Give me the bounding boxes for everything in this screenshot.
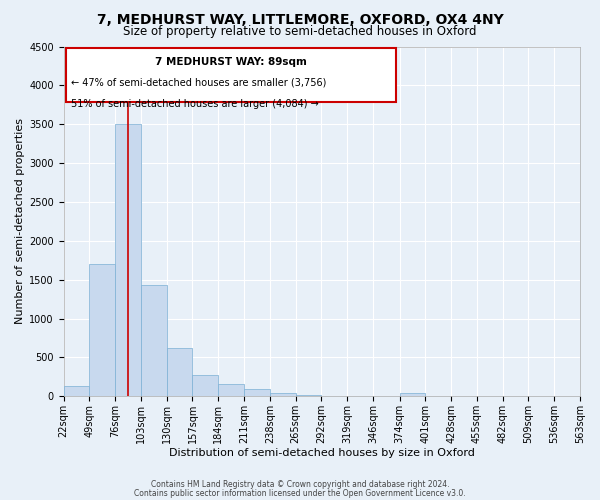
Bar <box>218 384 244 396</box>
Bar <box>167 348 193 397</box>
Text: ← 47% of semi-detached houses are smaller (3,756): ← 47% of semi-detached houses are smalle… <box>71 78 326 88</box>
Bar <box>244 389 270 396</box>
Bar <box>89 264 115 396</box>
Text: Contains public sector information licensed under the Open Government Licence v3: Contains public sector information licen… <box>134 488 466 498</box>
Text: Contains HM Land Registry data © Crown copyright and database right 2024.: Contains HM Land Registry data © Crown c… <box>151 480 449 489</box>
Bar <box>270 393 296 396</box>
Bar <box>115 124 141 396</box>
Text: 7, MEDHURST WAY, LITTLEMORE, OXFORD, OX4 4NY: 7, MEDHURST WAY, LITTLEMORE, OXFORD, OX4… <box>97 12 503 26</box>
Text: Size of property relative to semi-detached houses in Oxford: Size of property relative to semi-detach… <box>123 25 477 38</box>
Text: 7 MEDHURST WAY: 89sqm: 7 MEDHURST WAY: 89sqm <box>155 57 307 67</box>
Bar <box>141 285 167 397</box>
Text: 51% of semi-detached houses are larger (4,084) →: 51% of semi-detached houses are larger (… <box>71 99 319 109</box>
X-axis label: Distribution of semi-detached houses by size in Oxford: Distribution of semi-detached houses by … <box>169 448 475 458</box>
Y-axis label: Number of semi-detached properties: Number of semi-detached properties <box>15 118 25 324</box>
Bar <box>296 395 322 396</box>
Bar <box>64 386 89 396</box>
Bar <box>193 376 218 396</box>
Bar <box>400 393 425 396</box>
FancyBboxPatch shape <box>65 48 396 102</box>
